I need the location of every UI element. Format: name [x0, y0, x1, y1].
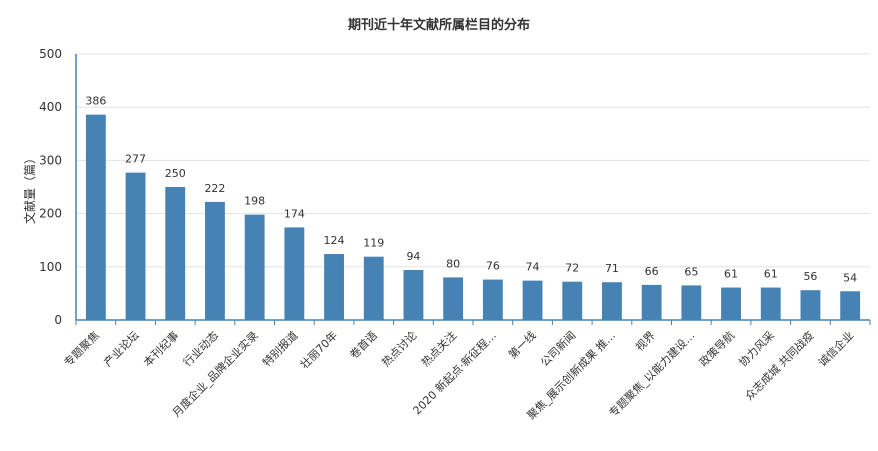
bar[interactable]	[85, 114, 106, 320]
axes	[75, 54, 871, 325]
bar[interactable]	[482, 279, 503, 320]
bar[interactable]	[443, 277, 464, 320]
data-label: 65	[684, 265, 698, 278]
x-tick-label: 诚信企业	[815, 328, 856, 369]
data-label: 80	[446, 257, 460, 270]
bar[interactable]	[681, 285, 702, 320]
y-tick-label: 0	[54, 313, 62, 327]
data-label: 124	[324, 234, 345, 247]
data-labels: 386 277 250 222 198 174 124 119 94 80 76 74 72 71 66 65…	[85, 95, 857, 285]
x-tick-label: 专题聚焦	[61, 328, 102, 369]
y-tick-label: 400	[39, 100, 62, 114]
y-axis-label: 文献量（篇）	[22, 152, 37, 224]
data-label: 250	[165, 167, 186, 180]
bar[interactable]	[363, 256, 384, 320]
bar[interactable]	[205, 201, 225, 320]
data-label: 277	[125, 153, 146, 166]
bar[interactable]	[324, 254, 344, 320]
data-label: 94	[406, 250, 420, 263]
data-label: 71	[605, 262, 619, 275]
bar[interactable]	[800, 290, 821, 320]
bar[interactable]	[284, 227, 305, 320]
data-label: 61	[724, 268, 738, 281]
data-label: 54	[843, 271, 857, 284]
chart-title: 期刊近十年文献所属栏目的分布	[348, 17, 530, 33]
x-tick-label: 政策导航	[696, 328, 737, 369]
x-tick-label: 协力风采	[736, 328, 777, 369]
data-label: 174	[284, 207, 305, 220]
bar[interactable]	[125, 172, 146, 320]
data-label: 198	[244, 195, 265, 208]
x-tick-label: 特别报道	[259, 328, 300, 369]
x-tick-label: 壮丽70年	[297, 328, 340, 371]
x-tick-labels: 专题聚焦 产业论坛 本刊纪事 行业动态月度企业_品牌企业实录 特别报道壮丽70年 卷首语热…	[61, 328, 856, 422]
x-tick-label: 热点讨论	[379, 328, 420, 369]
data-label: 72	[565, 262, 579, 275]
data-label: 74	[526, 261, 540, 274]
data-label: 66	[645, 265, 659, 278]
y-tick-label: 300	[39, 153, 62, 167]
x-tick-label: 行业动态	[181, 329, 221, 369]
bar[interactable]	[840, 291, 861, 320]
data-label: 76	[486, 260, 500, 273]
bar[interactable]	[562, 281, 583, 320]
x-tick-label: 热点关注	[418, 328, 459, 369]
data-label: 61	[764, 268, 778, 281]
y-tick-label: 500	[39, 47, 62, 61]
x-tick-label: 卷首语	[347, 328, 380, 361]
bar[interactable]	[760, 287, 781, 320]
y-tick-label: 100	[39, 260, 62, 274]
bar[interactable]	[721, 287, 741, 320]
data-label: 56	[803, 270, 817, 283]
grid-lines	[76, 53, 870, 268]
x-tick-label: 产业论坛	[101, 328, 142, 369]
bar[interactable]	[522, 280, 543, 320]
data-label: 119	[363, 237, 384, 250]
y-tick-labels: 0 100 200 300 400 500	[39, 47, 62, 327]
x-tick-label: 公司新闻	[537, 328, 578, 369]
y-tick-label: 200	[39, 207, 62, 221]
bar[interactable]	[641, 284, 662, 320]
bar[interactable]	[165, 187, 186, 320]
data-label: 386	[85, 95, 106, 108]
x-tick-label: 视界	[632, 328, 657, 353]
x-tick-label: 众志成城 共同战疫	[742, 328, 817, 403]
x-tick-label: 本刊纪事	[140, 328, 181, 369]
bar[interactable]	[602, 282, 622, 320]
x-tick-label: 第一线	[505, 328, 538, 361]
bars	[85, 114, 861, 320]
bar[interactable]	[244, 214, 265, 320]
bar[interactable]	[403, 269, 424, 320]
data-label: 222	[204, 182, 225, 195]
